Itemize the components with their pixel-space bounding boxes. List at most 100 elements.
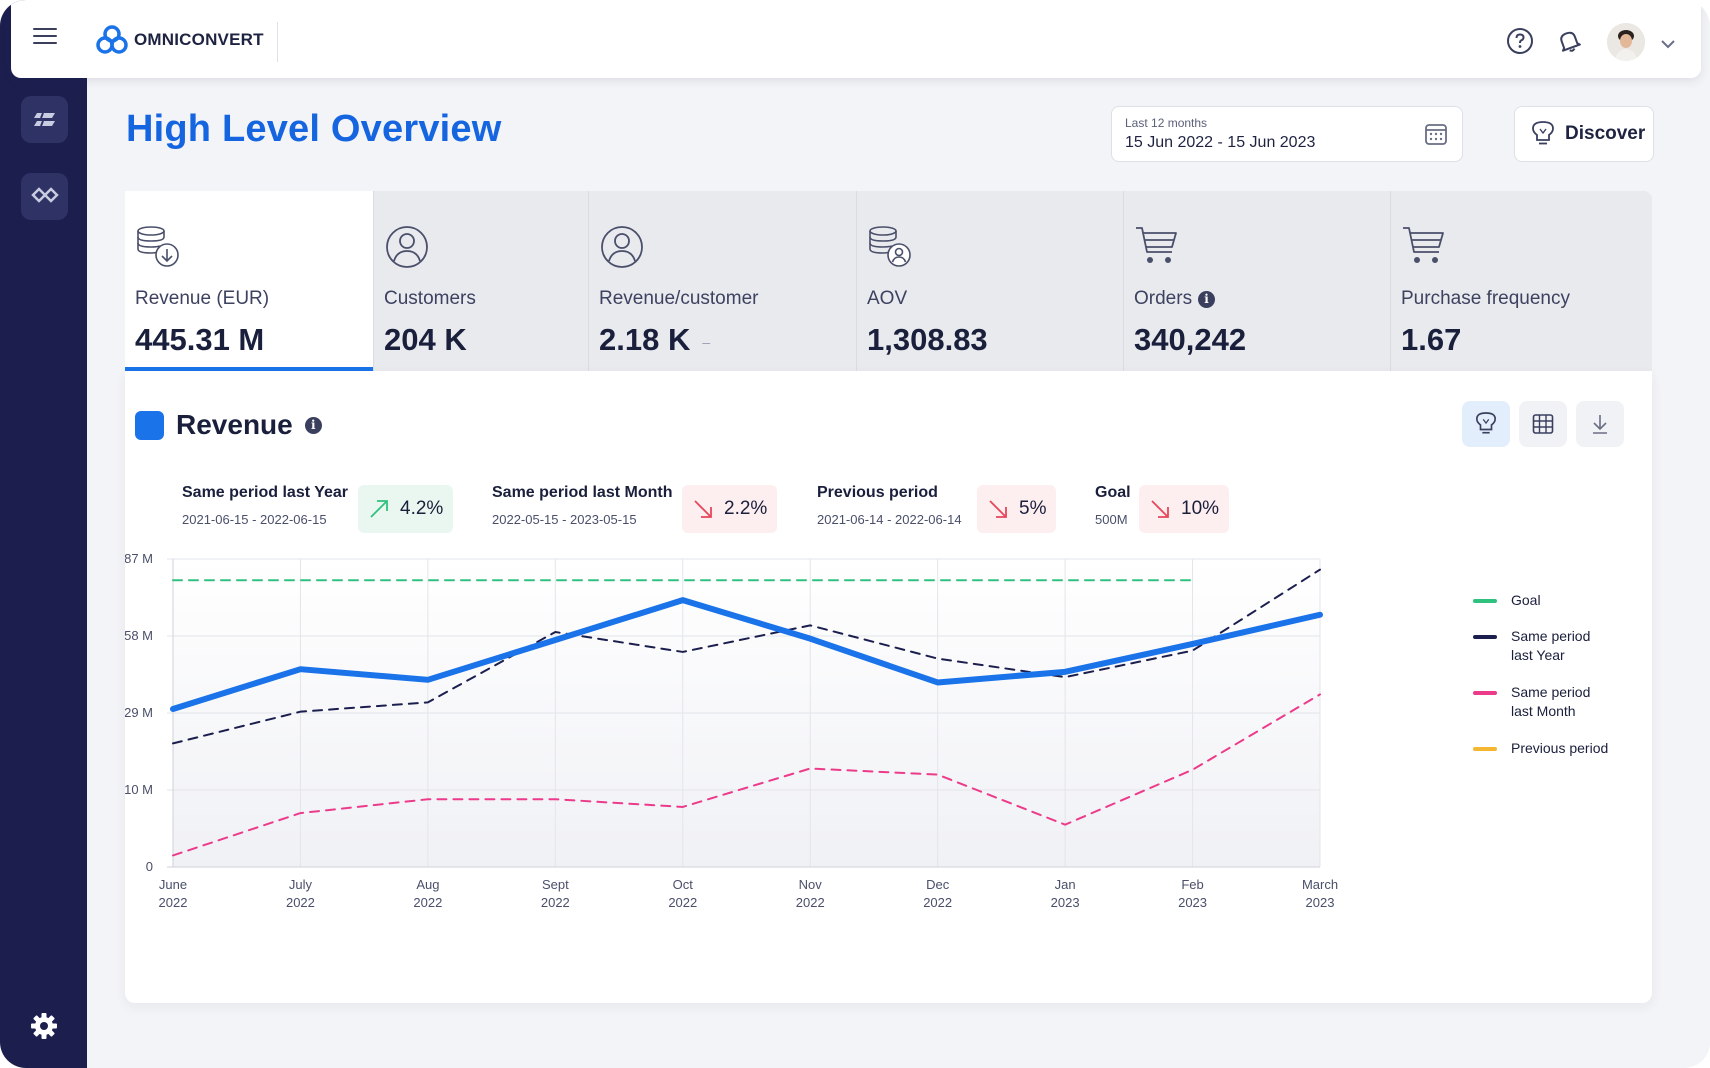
legend-swatch [1473,599,1497,603]
legend-item-goal[interactable]: Goal [1473,591,1541,610]
x-tick-month: Nov [799,877,823,892]
insights-button[interactable] [1462,401,1510,447]
chevron-down-icon [1661,40,1675,49]
legend-item-previous-period[interactable]: Previous period [1473,739,1608,758]
page-title: High Level Overview [126,108,502,150]
kpi-value: 445.31 M [135,322,265,357]
comparison-change: 2.2% [724,498,768,519]
sidebar [0,0,87,1068]
comparison-previous-period: Previous period 2021-06-14 - 2022-06-14 [817,484,962,527]
legend-label: Same period last Month [1511,684,1591,719]
x-tick-year: 2023 [1306,895,1335,910]
kpi-label: AOV [867,288,908,309]
sidebar-item-dashboard[interactable] [21,96,68,143]
series-line-revenue [170,597,1323,713]
comparison-name: Same period last Month [492,484,673,501]
x-tick-month: March [1302,877,1338,892]
coins-download-icon [137,226,179,267]
comparison-range: 2021-06-15 - 2022-06-15 [182,512,327,527]
comparison-last-year: Same period last Year 2021-06-15 - 2022-… [182,484,348,527]
gear-icon [31,1013,57,1039]
sidebar-item-experiments[interactable] [21,173,68,220]
kpi-label: Purchase frequency [1401,288,1570,309]
calendar-icon [1425,124,1447,145]
comparison-change-badge: 4.2% [358,485,454,533]
comparison-name: Goal [1095,484,1131,501]
cart-icon [1403,227,1444,263]
series-line-last-month [172,693,1321,857]
x-tick-year: 2022 [286,895,315,910]
legend-label: Same period last Year [1511,628,1591,663]
comparison-name: Previous period [817,484,938,501]
table-view-button[interactable] [1519,401,1567,447]
user-avatar[interactable] [1607,23,1645,61]
settings-button[interactable] [26,1008,62,1044]
kpi-tab-revenue[interactable]: Revenue (EUR) 445.31 M [125,191,373,371]
user-circle-icon [386,226,428,268]
comparison-change: 10% [1181,498,1220,519]
y-tick-label: 29 M [125,705,153,720]
x-tick-month: July [289,877,313,892]
brand-logo[interactable]: OMNICONVERT [96,24,264,56]
kpi-value: 1,308.83 [867,322,988,357]
comparison-change-badge: 2.2% [682,485,778,533]
info-icon[interactable]: i [304,416,322,434]
x-tick-month: Aug [416,877,439,892]
discover-button[interactable]: Discover [1514,106,1654,162]
hamburger-icon [33,28,57,30]
revenue-header: Revenue i [135,409,322,441]
date-range-value: 15 Jun 2022 - 15 Jun 2023 [1125,134,1316,151]
kpi-label: Revenue (EUR) [135,288,270,309]
download-icon [1593,415,1607,434]
legend-item-last-year[interactable]: Same period last Year [1473,627,1613,665]
kpi-tabs: Revenue (EUR) 445.31 M Customers 204 K [125,191,1652,371]
x-tick-month: Sept [542,877,569,892]
legend-label: Goal [1511,592,1541,608]
lightbulb-icon [1476,412,1496,434]
top-bar: OMNICONVERT [11,0,1701,78]
kpi-tab-purchase-frequency[interactable]: Purchase frequency 1.67 [1391,191,1652,371]
comparison-goal: Goal 500M [1095,484,1131,527]
date-range-picker[interactable]: Last 12 months 15 Jun 2022 - 15 Jun 2023 [1111,106,1463,162]
kpi-tab-revenue-per-customer[interactable]: Revenue/customer 2.18 K – [589,191,856,371]
comparison-change: 5% [1019,498,1047,519]
avatar-image [1607,23,1645,61]
x-tick-month: Oct [673,877,694,892]
info-icon[interactable]: i [1198,290,1216,308]
comparison-range: 2022-05-15 - 2023-05-15 [492,512,637,527]
comparison-name: Same period last Year [182,484,349,501]
divider [277,22,278,62]
comparison-change-badge: 5% [977,485,1057,533]
diamond-icon [30,186,59,203]
menu-button[interactable] [33,28,57,50]
legend-label: Previous period [1511,740,1609,756]
download-button[interactable] [1576,401,1624,447]
series-line-last-year [172,568,1321,745]
x-tick-year: 2022 [413,895,442,910]
arrow-down-right-icon [989,500,1007,518]
kpi-label: Revenue/customer [599,288,759,309]
discover-label: Discover [1565,123,1646,144]
legend-item-last-month[interactable]: Same period last Month [1473,683,1613,721]
kpi-value: 2.18 K [599,322,691,357]
kpi-tab-customers[interactable]: Customers 204 K [374,191,588,371]
revenue-panel: Revenue i Same per [125,371,1652,1003]
y-tick-label: 0 [146,859,153,874]
y-tick-label: 87 M [125,551,153,566]
y-tick-label: 10 M [125,782,153,797]
help-button[interactable] [1505,26,1535,56]
bell-icon [1560,31,1581,52]
kpi-tab-aov[interactable]: AOV 1,308.83 [857,191,1123,371]
notifications-button[interactable] [1554,26,1584,56]
cart-icon [1136,227,1177,263]
x-tick-month: Jan [1055,877,1076,892]
lightbulb-icon [1532,121,1554,145]
brand-name: OMNICONVERT [134,30,264,49]
account-menu-toggle[interactable] [1660,36,1676,54]
user-circle-icon [601,226,643,268]
x-tick-year: 2022 [796,895,825,910]
kpi-tab-orders[interactable]: Orders i 340,242 [1124,191,1390,371]
comparison-range: 500M [1095,512,1128,527]
coins-user-icon [869,226,911,267]
table-icon [1532,414,1554,434]
